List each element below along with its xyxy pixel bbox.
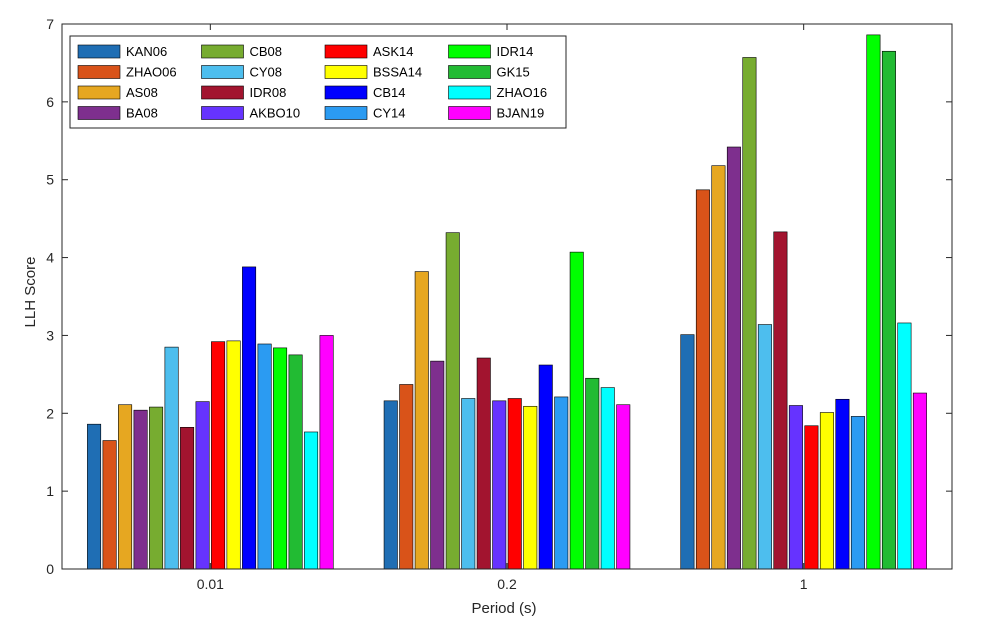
bar-as08-0_01 (118, 404, 133, 570)
bar-akbo10-0_01 (195, 401, 210, 570)
legend-label-cb14: CB14 (373, 85, 406, 100)
legend-swatch-akbo10 (201, 106, 244, 120)
legend-label-ask14: ASK14 (373, 44, 413, 59)
bar-idr08-0_01 (180, 426, 195, 570)
legend-label-ba08: BA08 (126, 106, 158, 121)
bar-idr08-1 (773, 231, 788, 570)
legend-label-bssa14: BSSA14 (373, 65, 422, 80)
bar-cy08-0_01 (164, 346, 179, 570)
y-tick-label: 2 (46, 405, 54, 421)
bar-cy14-0_01 (257, 343, 272, 570)
bar-cb14-0_01 (242, 266, 257, 570)
y-tick-label: 3 (46, 327, 54, 343)
axes-group: 0 1 2 3 4 5 6 7 0.01 0.2 1 (46, 16, 953, 592)
bar-kan06-1 (680, 334, 695, 570)
bar-ask14-0_01 (211, 341, 226, 570)
bar-kan06-0_2 (383, 400, 398, 570)
bar-bjan19-0_01 (319, 335, 334, 570)
y-axis-label: LLH Score (22, 257, 39, 328)
legend-swatch-bssa14 (324, 65, 368, 79)
bar-akbo10-0_2 (492, 400, 507, 570)
bar-cb14-0_2 (538, 364, 553, 570)
bar-gk15-0_01 (288, 354, 303, 570)
bar-idr14-0_01 (273, 347, 288, 570)
legend-label-bjan19: BJAN19 (497, 106, 545, 121)
legend-label-kan06: KAN06 (126, 44, 167, 59)
bar-cy14-0_2 (554, 396, 569, 570)
bar-akbo10-1 (788, 405, 803, 570)
legend-swatch-cb14 (324, 85, 368, 100)
bar-cb08-0_01 (149, 406, 164, 570)
y-tick-label: 0 (46, 561, 54, 577)
bar-zhao06-0_2 (399, 384, 414, 570)
bar-zhao06-0_01 (102, 440, 117, 570)
bar-cy14-1 (850, 416, 865, 570)
legend-swatch-cy14 (324, 106, 368, 120)
bar-bssa14-0_2 (523, 405, 538, 570)
x-axis-label: Period (s) (471, 600, 536, 617)
bar-ask14-1 (804, 425, 819, 570)
bar-idr08-0_2 (476, 357, 491, 570)
bar-ba08-0_2 (430, 360, 445, 570)
legend-label-idr14: IDR14 (497, 44, 534, 59)
bar-bjan19-0_2 (616, 404, 631, 570)
bar-cb08-0_2 (445, 232, 460, 570)
y-tick-label: 7 (46, 16, 54, 32)
legend-label-cy08: CY08 (250, 65, 283, 80)
legend-swatch-bjan19 (448, 106, 491, 120)
legend-swatch-zhao16 (448, 85, 491, 100)
legend-swatch-kan06 (77, 44, 121, 59)
bar-as08-1 (711, 165, 726, 570)
legend-label-zhao16: ZHAO16 (497, 85, 548, 100)
bar-zhao16-1 (897, 322, 912, 570)
x-tick-label: 1 (800, 576, 808, 592)
y-tick-label: 1 (46, 483, 54, 499)
bar-gk15-1 (881, 50, 896, 570)
legend-label-gk15: GK15 (497, 65, 530, 80)
bar-as08-0_2 (414, 271, 429, 570)
bar-idr14-1 (866, 34, 881, 570)
legend-swatch-cy08 (201, 65, 244, 79)
legend-label-as08: AS08 (126, 85, 158, 100)
legend-swatch-idr08 (201, 85, 244, 100)
y-tick-label: 5 (46, 172, 54, 188)
bar-cy08-0_2 (461, 398, 476, 570)
bar-zhao16-0_2 (600, 387, 615, 570)
bar-bssa14-1 (819, 412, 834, 570)
bar-gk15-0_2 (585, 377, 600, 570)
bar-idr14-0_2 (569, 251, 584, 570)
x-tick-label: 0.2 (497, 576, 517, 592)
bar-zhao06-1 (695, 189, 710, 570)
legend-label-cb08: CB08 (250, 44, 283, 59)
bar-bssa14-0_01 (226, 340, 241, 570)
bar-ba08-0_01 (133, 409, 148, 570)
legend-swatch-ask14 (324, 44, 368, 59)
legend-label-akbo10: AKBO10 (250, 106, 301, 121)
legend-swatch-idr14 (448, 44, 491, 59)
bar-ba08-1 (726, 146, 741, 570)
x-tick-label: 0.01 (197, 576, 224, 592)
legend: KAN06 ZHAO06 AS08 BA08 CB08 CY08 IDR08 AKBO10 AS… (69, 35, 567, 129)
bar-bjan19-1 (912, 392, 927, 570)
legend-swatch-as08 (77, 85, 121, 100)
legend-swatch-cb08 (201, 44, 244, 59)
legend-swatch-gk15 (448, 65, 491, 79)
legend-swatch-ba08 (77, 106, 121, 120)
bar-cb08-1 (742, 57, 757, 570)
bar-cy08-1 (757, 324, 772, 570)
bar-cb14-1 (835, 398, 850, 570)
bar-zhao16-0_01 (304, 431, 319, 570)
legend-label-cy14: CY14 (373, 106, 406, 121)
y-tick-label: 6 (46, 94, 54, 110)
bar-kan06-0_01 (87, 423, 102, 570)
y-tick-label: 4 (46, 250, 54, 266)
legend-swatch-zhao06 (77, 65, 121, 79)
legend-label-idr08: IDR08 (250, 85, 287, 100)
legend-label-zhao06: ZHAO06 (126, 65, 177, 80)
bar-ask14-0_2 (507, 398, 522, 570)
